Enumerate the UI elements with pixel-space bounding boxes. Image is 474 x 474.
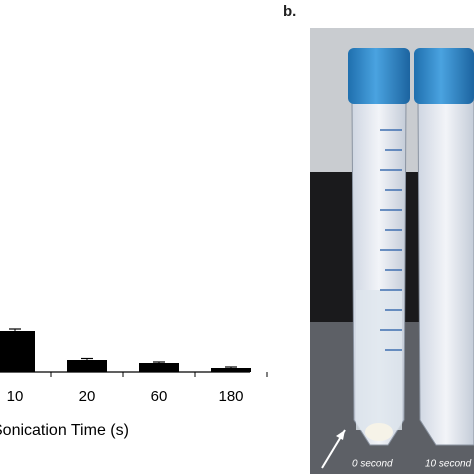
x-tick-label: 60 [151,388,168,405]
caption: 0 second [352,459,393,470]
bar [211,368,251,372]
x-tick-label: 20 [79,388,96,405]
photo: 0 second 10 second [310,28,474,474]
x-axis-title: Sonication Time (s) [0,422,129,439]
x-tick-label: 180 [218,388,243,405]
bar [67,360,107,372]
bar [139,363,179,372]
arrow-head [336,430,345,440]
tube [414,48,474,446]
tube [348,48,410,446]
x-tick-label: 10 [7,388,24,405]
panel-label: b. [283,3,296,20]
caption: 10 second [425,459,472,470]
bar [0,331,35,372]
